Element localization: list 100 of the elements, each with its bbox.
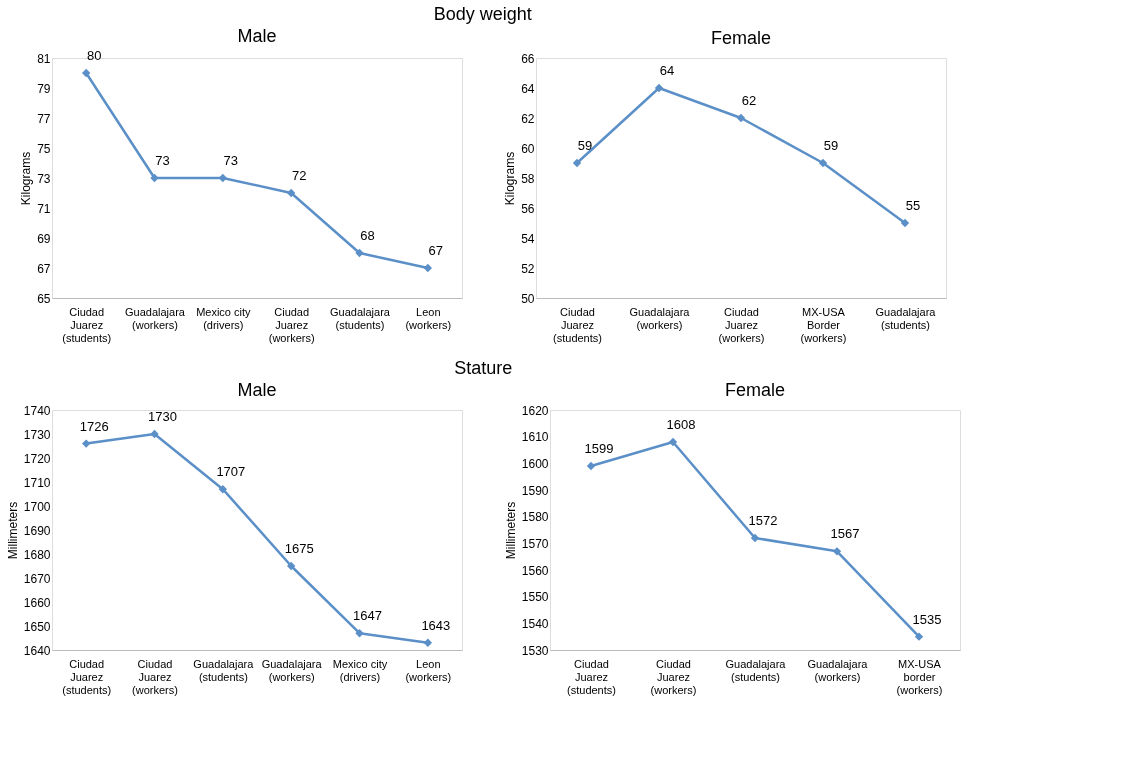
point — [668, 437, 678, 447]
y-tick-label: 73 — [37, 171, 51, 186]
x-tick-label: Leon (workers) — [405, 657, 452, 683]
x-tick-label: Ciudad Juarez (workers) — [718, 305, 765, 344]
data-label: 1643 — [421, 617, 451, 633]
data-label: 1572 — [748, 513, 778, 528]
point — [218, 173, 228, 183]
data-label: 68 — [360, 228, 375, 243]
x-tick-label: Ciudad Juarez (students) — [553, 305, 602, 344]
data-label: 1707 — [216, 464, 246, 480]
data-label: 59 — [823, 138, 839, 153]
data-label: 72 — [291, 168, 307, 183]
point — [150, 173, 159, 183]
y-tick-label: 52 — [521, 261, 535, 276]
point — [586, 461, 596, 471]
x-tick-label: MX-USA Border (workers) — [800, 305, 847, 344]
y-tick-label: 1540 — [521, 616, 549, 631]
y-tick-label: 1660 — [23, 595, 51, 610]
y-tick-label: 1700 — [23, 499, 51, 514]
y-tick-label: 54 — [521, 231, 535, 246]
y-tick-label: 65 — [37, 291, 51, 306]
data-label: 1647 — [353, 608, 382, 624]
point — [832, 547, 842, 556]
x-tick-label: Guadalajara (students) — [330, 305, 391, 331]
y-tick-label: 1740 — [23, 403, 51, 418]
x-tick-label: Guadalajara (workers) — [261, 657, 323, 683]
point — [818, 158, 828, 168]
x-tick-label: Guadalajara (students) — [725, 657, 787, 683]
point — [81, 68, 91, 78]
y-tick-label: 1710 — [23, 475, 51, 490]
point — [355, 629, 364, 638]
y-axis-title: Kilograms — [19, 151, 34, 206]
data-label: 64 — [659, 63, 675, 78]
y-tick-label: 56 — [521, 201, 535, 216]
data-label: 73 — [155, 153, 170, 168]
y-tick-label: 1580 — [521, 510, 549, 525]
y-tick-label: 1720 — [23, 451, 51, 466]
y-tick-label: 66 — [521, 51, 535, 66]
y-tick-label: 71 — [37, 201, 51, 216]
x-tick-label: Ciudad Juarez (students) — [62, 657, 112, 696]
x-tick-label: Ciudad Juarez (students) — [567, 657, 616, 696]
point — [750, 533, 760, 543]
point — [654, 83, 664, 93]
point — [900, 218, 910, 228]
x-tick-label: Ciudad Juarez (students) — [62, 305, 112, 344]
x-tick-label: Leon (workers) — [405, 305, 452, 331]
point — [572, 158, 582, 168]
x-tick-label: Guadalajara (workers) — [807, 657, 869, 683]
point — [423, 638, 433, 647]
y-tick-label: 1670 — [23, 571, 51, 586]
y-tick-label: 1560 — [521, 563, 549, 578]
y-tick-label: 58 — [521, 171, 535, 186]
data-label: 1535 — [912, 611, 942, 627]
point — [423, 263, 433, 273]
point — [218, 485, 228, 494]
point — [286, 561, 296, 571]
data-label: 1730 — [148, 409, 177, 424]
y-tick-label: 50 — [521, 291, 535, 306]
y-tick-label: 1640 — [23, 643, 51, 658]
x-tick-label: Guadalajara (students) — [193, 657, 255, 683]
x-tick-label: Mexico city (drivers) — [196, 305, 252, 331]
y-tick-label: 60 — [521, 141, 535, 156]
y-tick-label: 1620 — [521, 403, 549, 418]
y-tick-label: 1690 — [23, 523, 51, 538]
x-tick-label: Ciudad Juarez (workers) — [268, 305, 315, 344]
y-tick-label: 67 — [37, 261, 51, 276]
data-label: 1726 — [79, 418, 109, 434]
data-label: 59 — [577, 138, 593, 153]
y-tick-label: 1610 — [521, 430, 549, 445]
y-tick-label: 1550 — [521, 590, 549, 605]
y-tick-label: 1570 — [521, 536, 549, 551]
point — [736, 113, 746, 123]
chart-title: Male — [237, 380, 277, 400]
point — [150, 429, 159, 439]
x-tick-label: Guadalajara (students) — [875, 305, 937, 331]
point — [81, 439, 91, 448]
data-label: 1675 — [284, 541, 314, 556]
data-label: 1608 — [666, 417, 696, 432]
y-tick-label: 77 — [37, 111, 51, 126]
y-tick-label: 79 — [37, 81, 51, 96]
x-tick-label: MX-USA border (workers) — [896, 657, 943, 696]
data-label: 55 — [905, 198, 921, 213]
text: Stature — [454, 357, 513, 378]
y-tick-label: 81 — [37, 51, 51, 66]
text: Body weight — [433, 3, 532, 24]
data-label: 1599 — [584, 441, 614, 456]
y-tick-label: 69 — [37, 231, 51, 246]
point — [286, 188, 296, 198]
y-tick-label: 62 — [521, 111, 535, 126]
y-tick-label: 75 — [37, 141, 51, 156]
y-tick-label: 1530 — [521, 643, 549, 658]
x-tick-label: Guadalajara (workers) — [629, 305, 691, 331]
data-label: 73 — [223, 153, 239, 168]
chart-title: Female — [710, 28, 772, 48]
x-tick-label: Ciudad Juarez (workers) — [132, 657, 178, 696]
chart-title: Female — [724, 380, 786, 400]
data-label: 67 — [428, 243, 444, 258]
y-tick-label: 1680 — [23, 547, 51, 562]
x-tick-label: Guadalajara (workers) — [125, 305, 186, 331]
y-tick-label: 1590 — [521, 483, 549, 498]
